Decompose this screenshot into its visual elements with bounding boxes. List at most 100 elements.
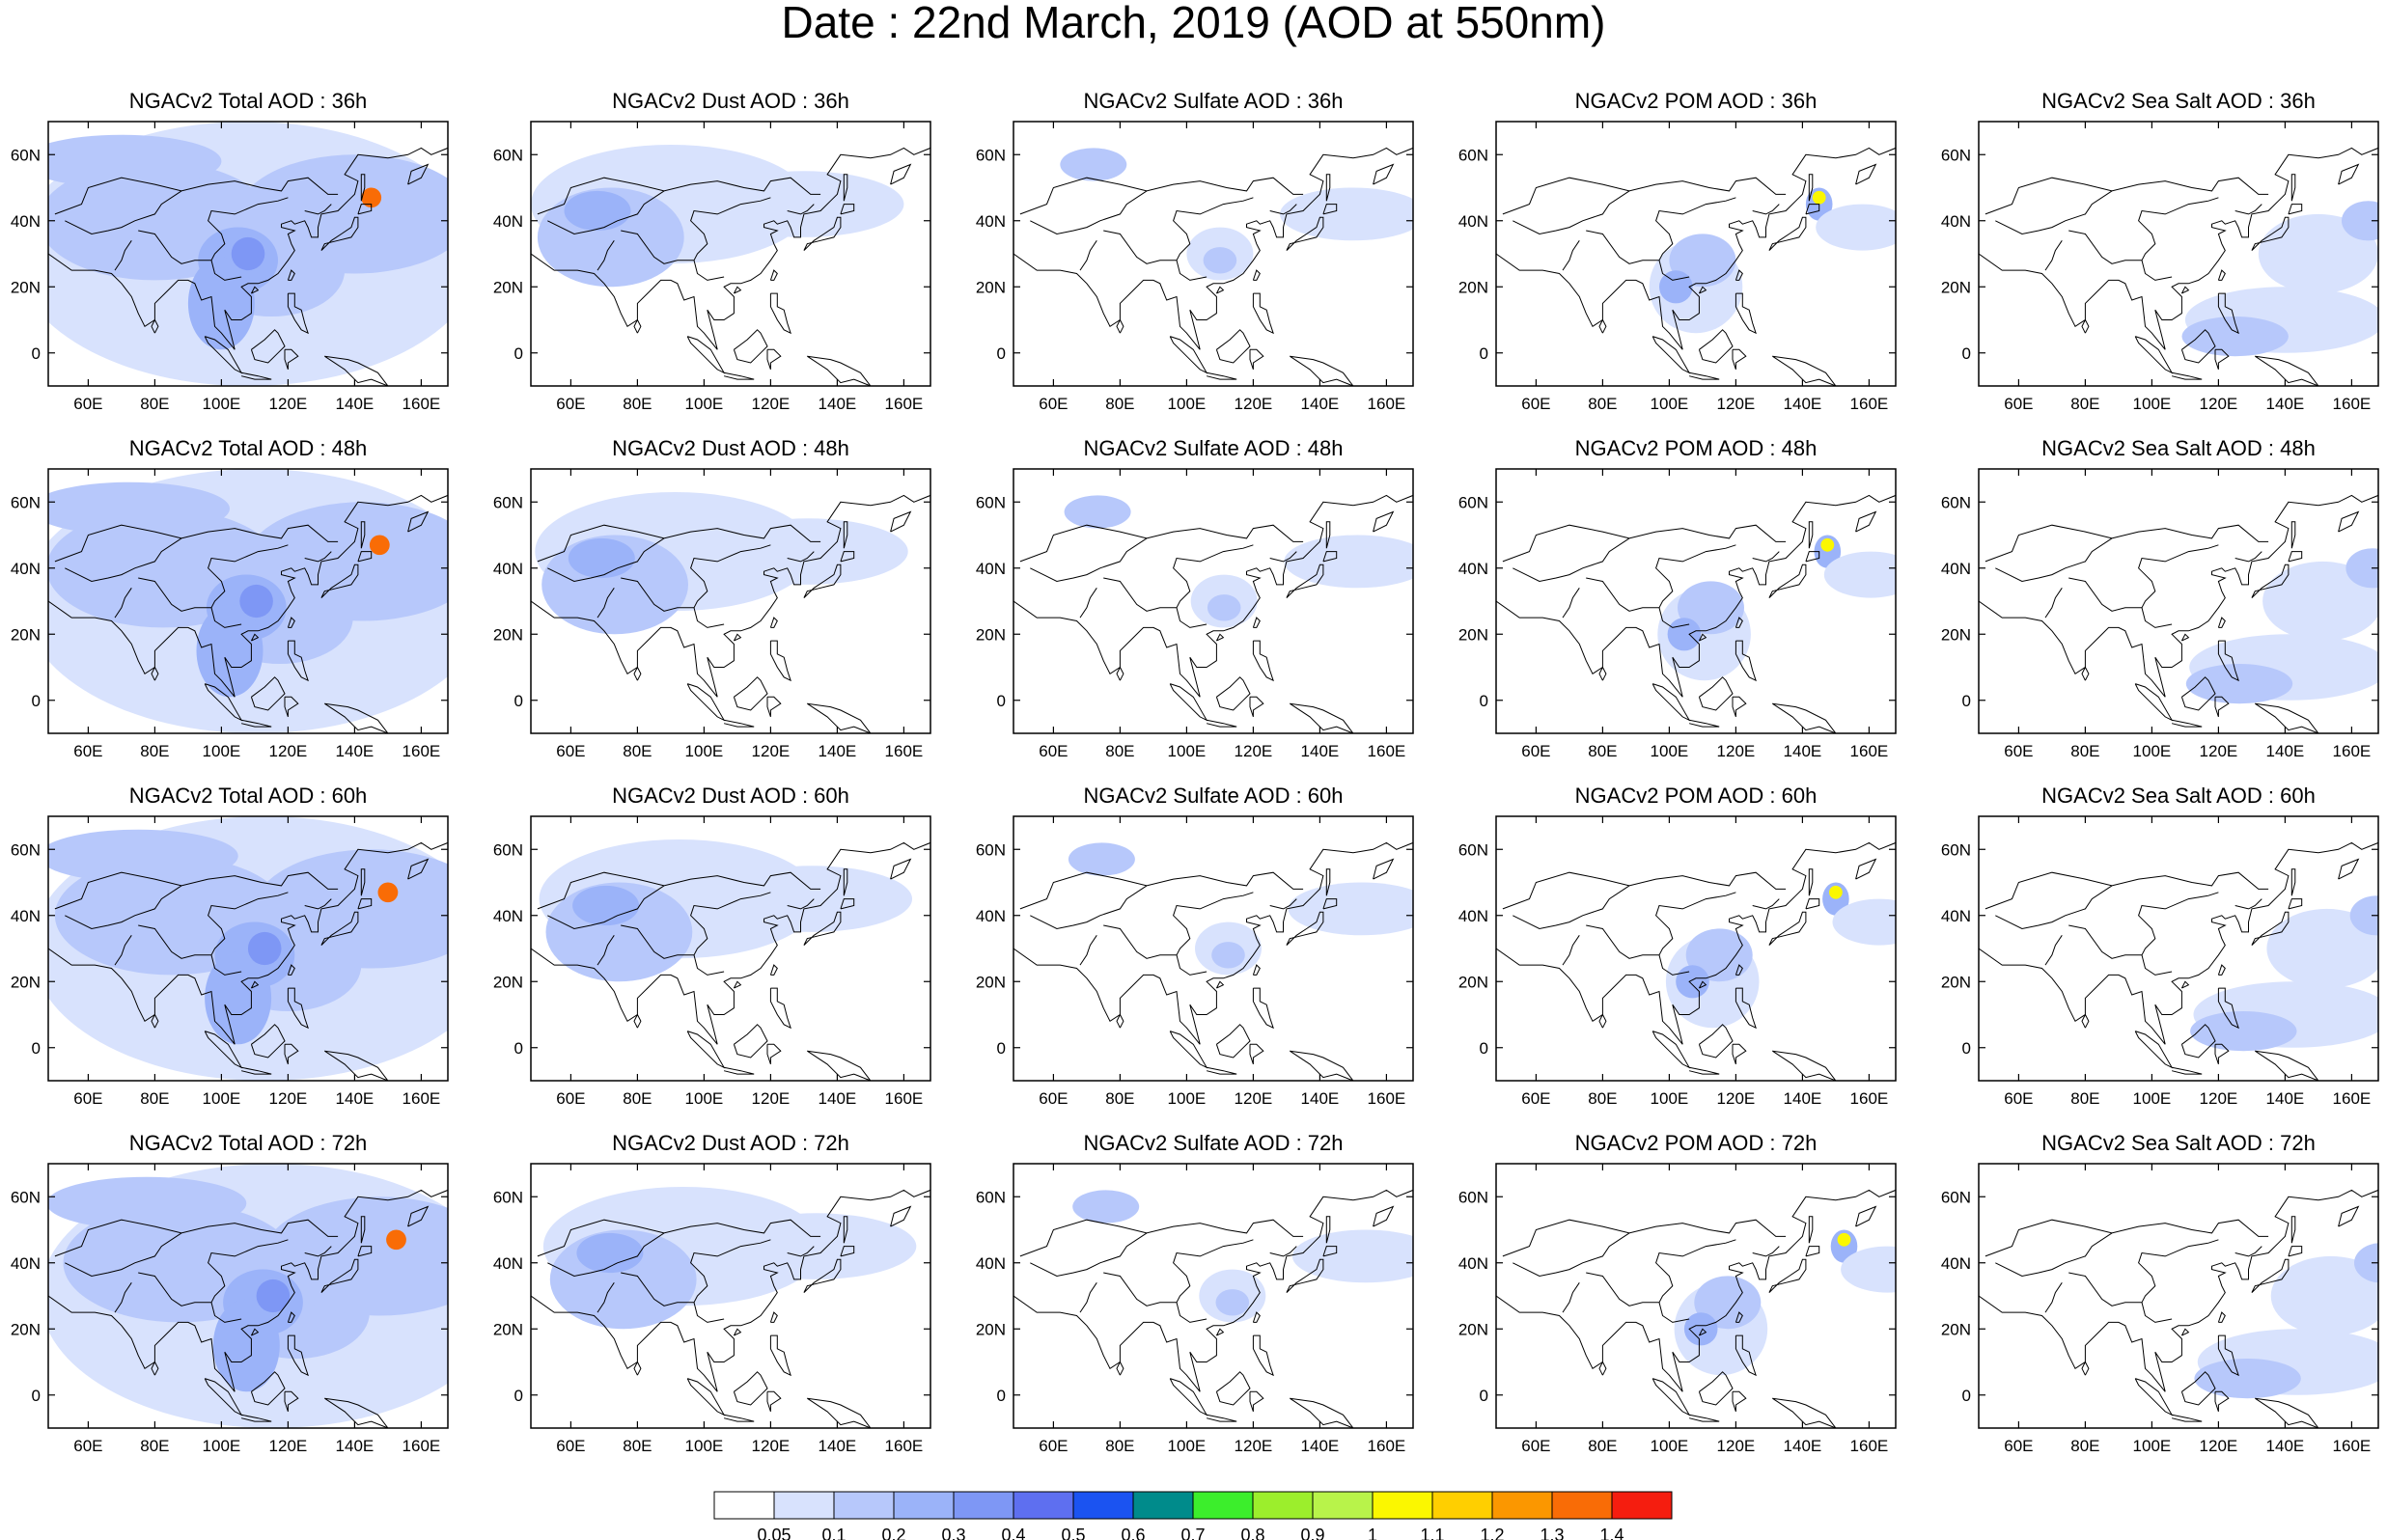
- coastline-path: [2338, 858, 2360, 880]
- coastline-path: [1735, 1334, 1757, 1377]
- lat-tick-label: 60N: [976, 146, 1006, 164]
- aod-blob: [256, 1279, 291, 1313]
- coastlines: [1496, 1189, 1896, 1428]
- coastline-path: [1598, 1013, 1607, 1029]
- coastline-path: [2290, 174, 2296, 202]
- coastline-path: [250, 676, 286, 711]
- coastline-path: [1252, 1334, 1274, 1377]
- colorbar: 0.05 0.1 0.2 0.3 0.4 0.5 0.6 0.7 0.8 0.9 1 1.1 1.2 1.…: [713, 1491, 1673, 1540]
- coastline-path: [597, 240, 615, 271]
- colorbar-swatch: [1372, 1491, 1433, 1520]
- aod-blob: [2349, 895, 2378, 936]
- coastline-path: [1116, 1361, 1124, 1376]
- coastline-path: [769, 640, 791, 682]
- coastline-path: [48, 494, 448, 698]
- coastline-path: [2234, 898, 2262, 910]
- lat-tick-label: 20N: [11, 973, 41, 991]
- lat-tick-label: 60N: [11, 1188, 41, 1206]
- map-frame: [1978, 468, 2379, 734]
- coastline-path: [1215, 676, 1251, 711]
- coastline-path: [2081, 1361, 2090, 1376]
- coastline-path: [1215, 633, 1225, 642]
- coastline-path: [633, 1013, 642, 1029]
- coastline-path: [1752, 898, 1780, 910]
- lon-tick-label: 60E: [2004, 1089, 2033, 1108]
- coastline-path: [2255, 1050, 2319, 1081]
- lat-tick-label: 40N: [1458, 212, 1488, 231]
- colorbar-label: 0.2: [881, 1526, 905, 1540]
- lon-tick-label: 160E: [2333, 742, 2372, 760]
- lat-tick-label: 20N: [493, 1320, 523, 1338]
- coastline-path: [240, 1066, 272, 1075]
- coastline-path: [690, 1239, 771, 1304]
- coastline-path: [1252, 1311, 1261, 1323]
- coastline-path: [723, 371, 755, 380]
- coastline-path: [2171, 1414, 2203, 1422]
- colorbar-swatch: [1551, 1491, 1613, 1520]
- colorbar-label: 0.8: [1240, 1526, 1264, 1540]
- lon-tick-label: 140E: [2266, 1437, 2305, 1455]
- lon-tick-label: 140E: [336, 1089, 375, 1108]
- coastline-path: [324, 1397, 389, 1428]
- coastline-path: [1698, 676, 1734, 711]
- lon-tick-label: 100E: [1168, 395, 1207, 413]
- coastline-path: [807, 1050, 872, 1081]
- coastline-path: [2288, 551, 2303, 563]
- panel-title: NGACv2 Sea Salt AOD : 60h: [2041, 784, 2316, 808]
- coastline-path: [1805, 1246, 1820, 1257]
- coastline-path: [769, 964, 778, 976]
- lon-tick-label: 120E: [2200, 742, 2238, 760]
- panel-title: NGACv2 Sulfate AOD : 36h: [1083, 89, 1343, 113]
- coastline-path: [250, 980, 260, 989]
- coastline-path: [320, 216, 359, 251]
- coastline-path: [2338, 1205, 2360, 1227]
- coastline-path: [531, 494, 930, 698]
- lon-tick-label: 100E: [1651, 1437, 1689, 1455]
- coastline-path: [1215, 1024, 1251, 1059]
- coastline-path: [2068, 924, 2173, 976]
- aod-blob: [1812, 190, 1826, 205]
- coastline-path: [2068, 1272, 2173, 1323]
- coastline-path: [65, 537, 182, 583]
- coastline-path: [360, 174, 366, 202]
- coastline-path: [240, 371, 272, 380]
- aod-blob: [369, 535, 390, 556]
- coastline-path: [890, 1205, 912, 1227]
- coastline-path: [1325, 1216, 1331, 1244]
- lon-tick-label: 100E: [203, 1089, 241, 1108]
- lat-tick-label: 40N: [11, 212, 41, 231]
- aod-map-panel: NGACv2 Sea Salt AOD : 36h 60E 80E 100E 120E 1…: [1941, 89, 2379, 413]
- aod-blob: [1832, 898, 1896, 946]
- lat-tick-label: 60N: [976, 493, 1006, 511]
- coastline-path: [138, 924, 242, 976]
- coastline-path: [2180, 980, 2190, 989]
- colorbar-swatch: [1132, 1491, 1194, 1520]
- map-frame: [1013, 121, 1414, 387]
- coastline-path: [803, 564, 842, 598]
- aod-map-panel: NGACv2 Total AOD : 36h 60E 80E 100E 120E 140E…: [11, 89, 449, 413]
- lon-tick-label: 120E: [1235, 1437, 1273, 1455]
- aod-field: [1665, 882, 1896, 1029]
- map-frame: [1495, 468, 1897, 734]
- aod-blob: [377, 882, 399, 903]
- coastline-path: [240, 719, 272, 728]
- lon-tick-label: 140E: [1301, 395, 1340, 413]
- colorbar-label: 0.3: [941, 1526, 965, 1540]
- coastline-path: [1586, 924, 1690, 976]
- coastline-path: [2138, 1239, 2219, 1304]
- map-frame: [1495, 815, 1897, 1082]
- lon-tick-label: 160E: [402, 742, 441, 760]
- lon-tick-label: 80E: [623, 395, 652, 413]
- coastline-path: [1249, 348, 1264, 371]
- lat-tick-label: 0: [32, 1039, 41, 1058]
- lon-tick-label: 60E: [1039, 395, 1068, 413]
- coastline-path: [2081, 666, 2090, 681]
- coastline-path: [1651, 336, 1691, 374]
- lat-tick-label: 20N: [1941, 973, 1971, 991]
- lat-tick-label: 0: [1480, 344, 1488, 363]
- lon-tick-label: 80E: [623, 1437, 652, 1455]
- panel-title: NGACv2 Total AOD : 60h: [129, 784, 368, 808]
- aod-blob: [2354, 1243, 2378, 1283]
- coastline-path: [1019, 871, 1304, 910]
- lon-tick-label: 100E: [1168, 742, 1207, 760]
